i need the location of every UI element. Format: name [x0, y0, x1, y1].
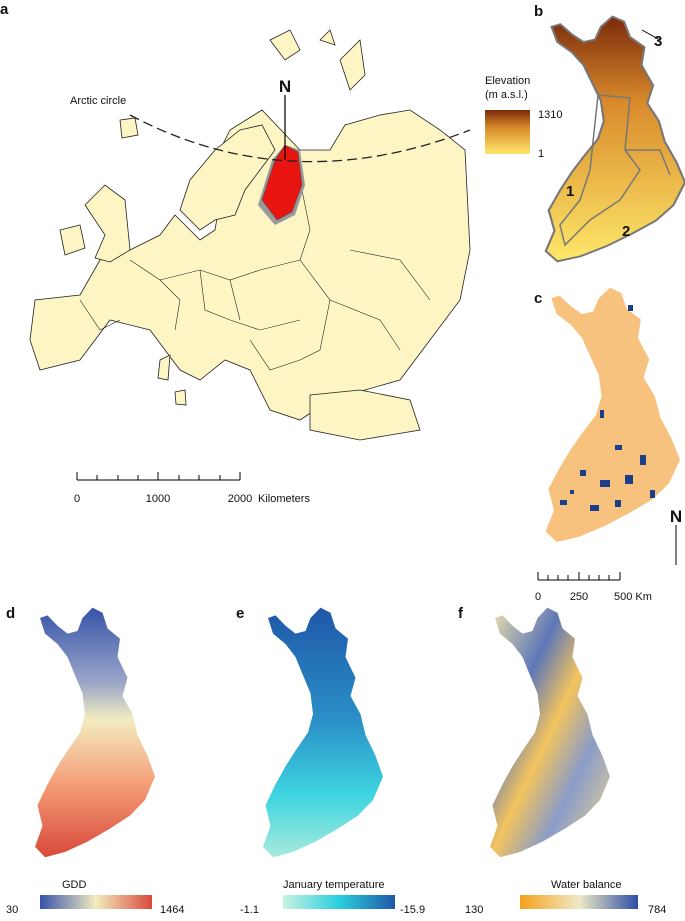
- legend-title: (m a.s.l.): [485, 89, 528, 101]
- legend-title: January temperature: [283, 879, 385, 891]
- region-label: 1: [566, 183, 574, 200]
- finland-highlight: [261, 144, 303, 221]
- water-patches: [560, 305, 655, 511]
- january-temperature-map: [263, 607, 383, 858]
- legend-max: 784: [648, 904, 666, 916]
- arctic-circle-line: [129, 114, 471, 163]
- scale-label: 0: [74, 493, 80, 505]
- region-borders: [559, 94, 671, 247]
- arctic-label: Arctic circle: [70, 95, 126, 107]
- legend-max: 1464: [160, 904, 184, 916]
- legend-max: 1310: [538, 109, 562, 121]
- water-balance-colorbar: [520, 895, 638, 909]
- legend-min: 130: [465, 904, 483, 916]
- region-label: 3: [654, 33, 662, 50]
- panel-letter: f: [458, 605, 464, 622]
- legend-title: Water balance: [551, 879, 622, 891]
- panel-letter: d: [6, 605, 15, 622]
- panel-letter: a: [0, 1, 9, 18]
- panel-letter: c: [534, 290, 542, 307]
- january-temperature-colorbar: [283, 895, 395, 909]
- panel-letter: b: [534, 3, 543, 20]
- elevation-colorbar: [485, 110, 530, 154]
- scale-unit: Kilometers: [258, 493, 310, 505]
- scale-label: 1000: [146, 493, 170, 505]
- scale-bar: [537, 572, 621, 581]
- gdd-colorbar: [40, 895, 152, 909]
- legend-min: 1: [538, 148, 544, 160]
- legend-min: -1.1: [240, 904, 259, 916]
- water-balance-map: [490, 607, 610, 858]
- region-arrow: [641, 29, 661, 41]
- scale-label: 250: [570, 591, 588, 603]
- region-label: 2: [622, 223, 630, 240]
- legend-title: Elevation: [485, 75, 530, 87]
- europe-map: [29, 29, 471, 441]
- elevation-map: [544, 15, 685, 263]
- scale-label: 2000: [228, 493, 252, 505]
- north-label: N: [279, 77, 291, 96]
- country-borders: [79, 179, 431, 371]
- panel-letter: e: [236, 605, 244, 622]
- scale-bar: [76, 472, 241, 481]
- legend-min: 30: [6, 904, 18, 916]
- north-label: N: [670, 507, 682, 526]
- scale-label: 500 Km: [614, 591, 652, 603]
- legend-title: GDD: [62, 879, 87, 891]
- legend-max: -15.9: [400, 904, 425, 916]
- scale-label: 0: [535, 591, 541, 603]
- gdd-map: [35, 607, 155, 858]
